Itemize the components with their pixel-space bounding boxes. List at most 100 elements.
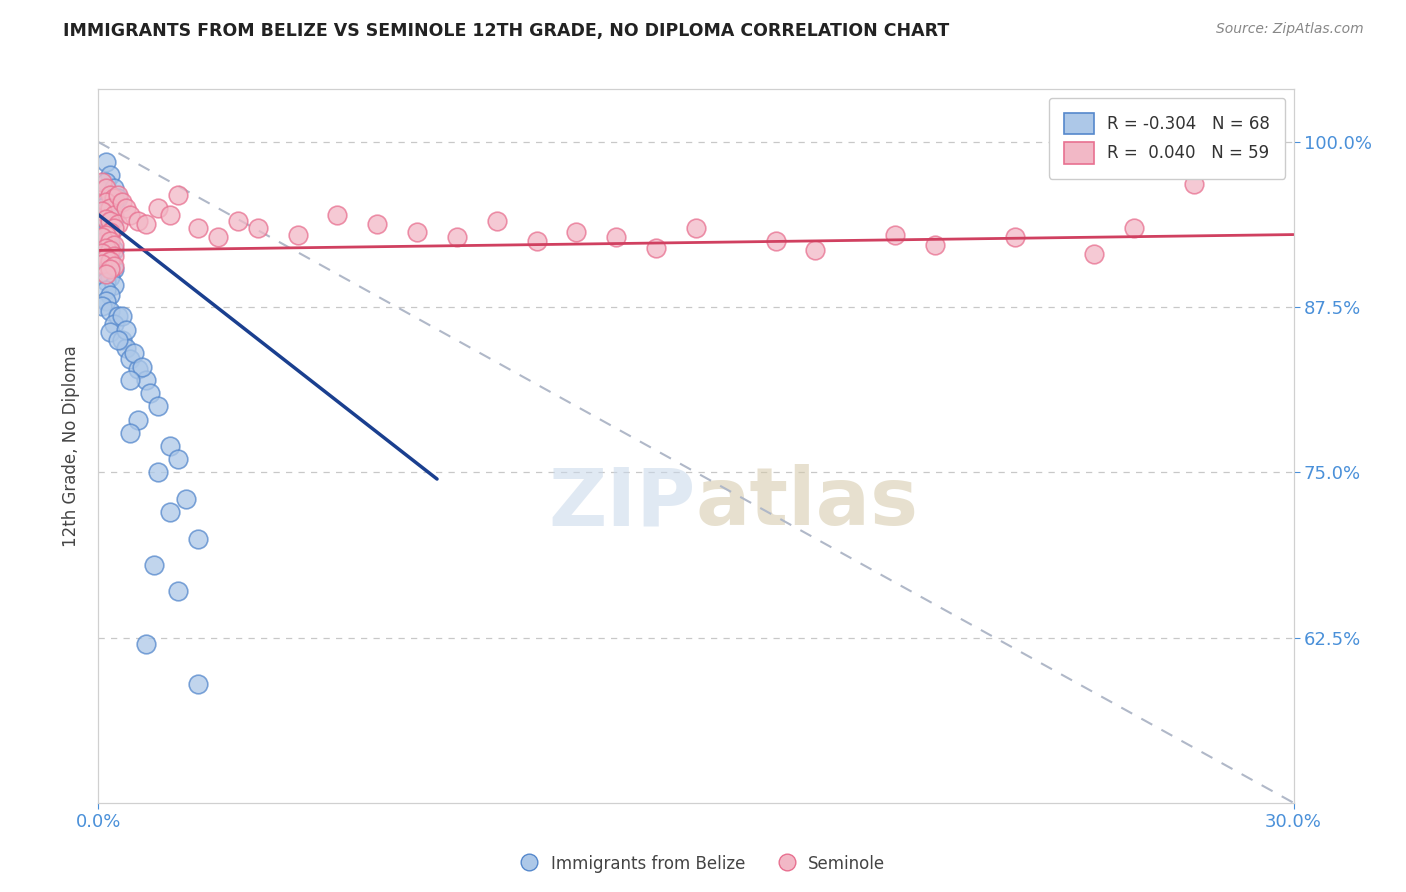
Point [127, 214, 149, 228]
Point [127, 412, 149, 426]
Point [103, 221, 125, 235]
Point [120, 425, 142, 440]
Point [167, 584, 190, 599]
Point [103, 208, 125, 222]
Point [98, 225, 122, 239]
Point [1123, 221, 1146, 235]
Point [91, 230, 114, 244]
Point [246, 221, 269, 235]
Legend: Immigrants from Belize, Seminole: Immigrants from Belize, Seminole [515, 848, 891, 880]
Point [96, 175, 118, 189]
Point [159, 208, 181, 222]
Point [98, 241, 122, 255]
Y-axis label: 12th Grade, No Diploma: 12th Grade, No Diploma [62, 345, 80, 547]
Point [167, 452, 190, 467]
Point [98, 288, 122, 302]
Point [107, 217, 129, 231]
Point [103, 181, 125, 195]
Point [96, 252, 118, 266]
Point [159, 505, 181, 519]
Point [326, 208, 349, 222]
Point [103, 318, 125, 332]
Point [103, 244, 125, 258]
Point [115, 341, 138, 355]
Point [96, 227, 118, 242]
Point [135, 373, 157, 387]
Point [103, 277, 125, 292]
Point [96, 225, 118, 239]
Point [159, 439, 181, 453]
Point [91, 249, 114, 263]
Point [685, 221, 707, 235]
Point [103, 260, 125, 274]
Point [98, 260, 122, 274]
Point [98, 254, 122, 268]
Point [103, 249, 125, 263]
Point [107, 310, 129, 324]
Point [96, 246, 118, 260]
Point [765, 234, 787, 248]
Point [120, 208, 142, 222]
Point [366, 217, 388, 231]
Point [98, 217, 122, 231]
Point [526, 234, 548, 248]
Point [96, 203, 118, 218]
Point [187, 532, 209, 546]
Point [143, 558, 166, 572]
Point [91, 230, 114, 244]
Point [174, 491, 197, 506]
Text: IMMIGRANTS FROM BELIZE VS SEMINOLE 12TH GRADE, NO DIPLOMA CORRELATION CHART: IMMIGRANTS FROM BELIZE VS SEMINOLE 12TH … [63, 22, 949, 40]
Point [98, 234, 122, 248]
Point [1004, 230, 1026, 244]
Point [96, 283, 118, 297]
Legend: R = -0.304   N = 68, R =  0.040   N = 59: R = -0.304 N = 68, R = 0.040 N = 59 [1049, 97, 1285, 178]
Point [127, 362, 149, 376]
Point [96, 293, 118, 308]
Text: ZIP: ZIP [548, 464, 696, 542]
Point [207, 230, 229, 244]
Point [96, 194, 118, 209]
Point [91, 235, 114, 250]
Point [115, 323, 138, 337]
Point [96, 198, 118, 212]
Point [135, 217, 157, 231]
Text: atlas: atlas [696, 464, 920, 542]
Point [131, 359, 153, 374]
Point [98, 188, 122, 202]
Point [167, 188, 190, 202]
Point [96, 233, 118, 247]
Point [139, 386, 162, 401]
Point [91, 267, 114, 281]
Point [124, 346, 146, 360]
Point [287, 227, 309, 242]
Point [96, 254, 118, 268]
Point [187, 221, 209, 235]
Point [98, 188, 122, 202]
Point [103, 211, 125, 226]
Point [107, 188, 129, 202]
Point [96, 214, 118, 228]
Point [804, 244, 827, 258]
Point [446, 230, 468, 244]
Point [91, 299, 114, 313]
Point [91, 257, 114, 271]
Point [103, 238, 125, 252]
Point [96, 264, 118, 278]
Point [91, 201, 114, 215]
Point [98, 244, 122, 258]
Point [187, 677, 209, 691]
Point [96, 154, 118, 169]
Point [103, 261, 125, 276]
Point [645, 241, 668, 255]
Point [924, 238, 946, 252]
Point [96, 238, 118, 252]
Point [98, 269, 122, 284]
Point [120, 351, 142, 366]
Text: Source: ZipAtlas.com: Source: ZipAtlas.com [1216, 22, 1364, 37]
Point [96, 267, 118, 281]
Point [111, 310, 134, 324]
Point [111, 333, 134, 347]
Point [107, 190, 129, 204]
Point [226, 214, 249, 228]
Point [91, 175, 114, 189]
